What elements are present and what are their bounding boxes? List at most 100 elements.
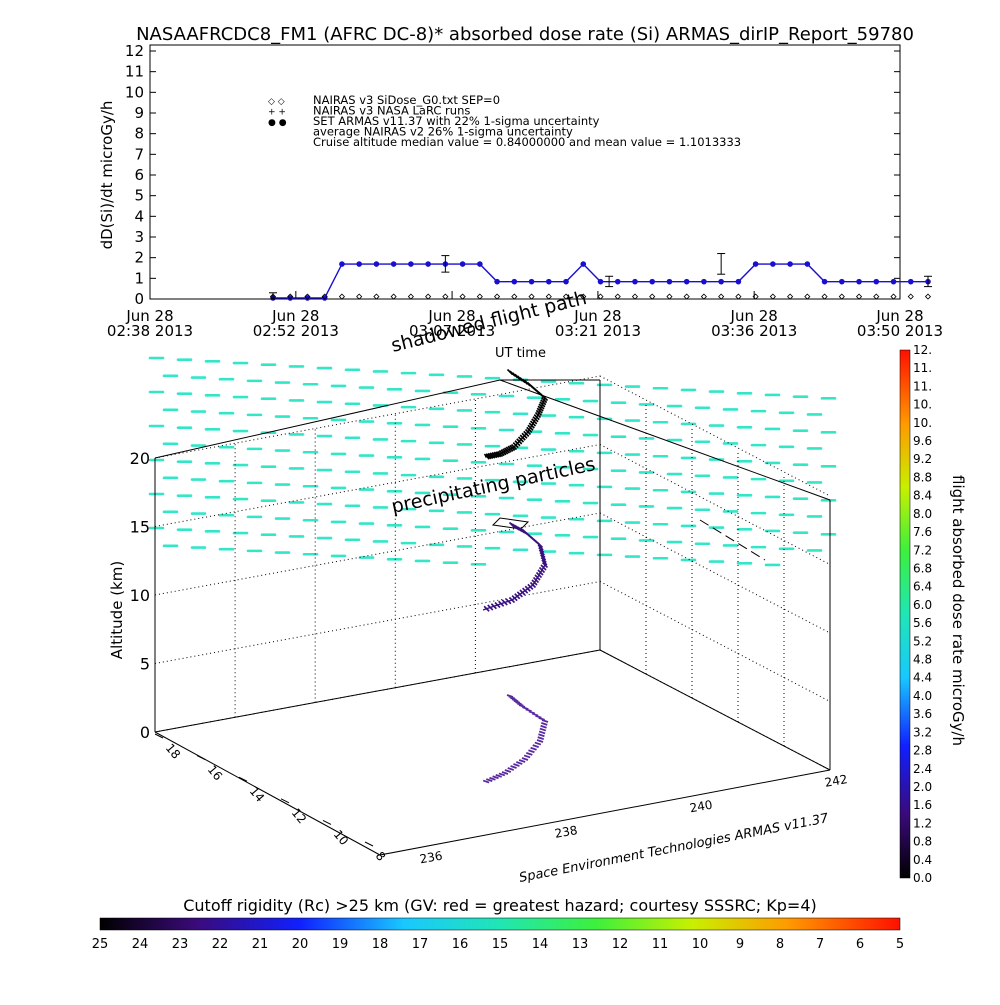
dose-colorbar-tick-label: 8.0 [913,507,932,521]
box-gridlines [154,375,831,771]
armas-point [701,278,707,285]
rigidity-tick-label: 14 [532,937,549,952]
rigidity-tick-label: 6 [856,937,864,952]
longitude-tick-label: 236 [419,849,444,867]
armas-point [856,278,862,285]
nairas-diamond [269,293,277,300]
rigidity-tick-label: 18 [372,937,389,952]
legend-text: NAIRAS v3 NASA LaRC runs [313,104,470,118]
dose-x-tick-label-time: 03:36 2013 [711,322,797,340]
rigidity-colorbar: Cutoff rigidity (Rc) >25 km (GV: red = g… [92,896,904,952]
nairas-diamond [580,293,587,300]
longitude-tick-label: 242 [824,772,849,790]
longitude-tick-label: 240 [689,798,714,816]
dose-colorbar-tick-label: 11. [913,379,932,393]
armas-point [770,261,776,267]
nairas-diamond [924,293,932,300]
armas-point [649,278,656,285]
legend-text: NAIRAS v3 SiDose_G0.txt SEP=0 [313,93,500,107]
altitude-tick-label: 0 [140,723,150,742]
dose-colorbar-tick-label: 6.8 [913,561,932,575]
rigidity-tick-label: 16 [452,937,469,952]
dose-colorbar-tick-label: 6.0 [913,598,932,612]
armas-point [907,278,914,285]
legend-text: SET ARMAS v11.37 with 22% 1-sigma uncert… [313,114,600,128]
chart-title: NASAAFRCDC8_FM1 (AFRC DC-8)* absorbed do… [136,24,914,45]
nairas-diamond [494,293,501,300]
nairas-diamond [528,293,535,300]
rigidity-colorbar-gradient [99,917,901,931]
annotation-ut-time: UT time [495,346,546,361]
dose-colorbar-tick-label: 9.2 [913,452,932,466]
armas-point [890,278,897,285]
dose-y-tick-label: 0 [134,290,144,308]
nairas-diamond [752,293,759,300]
dose-y-tick-label: 1 [134,269,144,287]
rigidity-tick-label: 11 [652,937,669,952]
nairas-diamond [407,293,414,300]
rigidity-tick-label: 10 [692,937,709,952]
rigidity-tick-label: 19 [332,937,349,952]
armas-point [580,261,587,267]
dose-legend: ◇ ◇ NAIRAS v3 SiDose_G0.txt SEP=0 + + NAIRA… [268,93,741,149]
nairas-diamond [873,293,880,300]
armas-point [425,261,431,267]
dose-x-tick-label-date: Jun 28 [730,307,778,325]
armas-point [735,278,742,285]
flight-path-mid-line [482,524,546,611]
legend-symbol: ◇ ◇ [268,97,285,107]
dose-colorbar-tick-label: 12. [913,343,932,357]
nairas-diamond [562,293,570,300]
rigidity-tick-label: 15 [492,937,509,952]
longitude-ticks: 236 238 240 242 [419,772,849,866]
dose-colorbar-tick-label: 2.8 [913,744,932,758]
armas-point [752,261,759,267]
armas-point [666,278,673,285]
dose-colorbar-tick-label: 5.2 [913,634,932,648]
nairas-diamond [700,293,707,300]
dose-x-tick-label-time: 03:07 2013 [409,322,495,340]
nairas-diamond [666,293,673,300]
armas-point [787,261,793,267]
nairas-diamond [425,293,432,300]
dose-series [269,253,932,301]
nairas-diamond [631,293,639,300]
armas-point [718,278,724,285]
nairas-diamond [476,293,483,300]
nairas-diamond [821,293,828,300]
dose-colorbar-tick-label: 8.4 [913,489,932,503]
dashed-marker-line [699,519,766,561]
dose-x-tick-label-date: Jun 28 [427,307,475,325]
precipitation-marker [491,517,530,530]
dose-x-tick-label-date: Jun 28 [125,307,173,325]
nairas-diamond [545,293,552,300]
rigidity-label: Cutoff rigidity (Rc) >25 km (GV: red = g… [183,896,817,915]
dose-colorbar-tick-label: 4.4 [913,671,932,685]
latitude-tick-label: 16 [205,763,226,784]
armas-point [545,278,552,285]
armas-point [390,261,397,267]
dose-y-tick-label: 5 [134,187,144,205]
dose-colorbar-tick-label: 2.4 [913,762,932,776]
armas-point [597,278,604,285]
dose-colorbar-tick-label: 2.0 [913,780,932,794]
rigidity-tick-label: 22 [212,937,229,952]
grid-line [599,581,831,702]
rigidity-tick-label: 5 [896,937,904,952]
dose-y-tick-label: 4 [134,207,144,225]
latitude-tick [322,819,332,825]
flight-path-shadow [482,694,549,784]
dose-colorbar-ticks: 0.0 0.4 0.8 1.2 1.6 2.0 2.4 2.8 3.2 3.6 4.0 4.4 4.8 5… [913,343,932,885]
dose-colorbar-tick-label: 1.2 [913,816,932,830]
latitude-tick-label: 18 [163,741,184,762]
latitude-tick-label: 12 [289,806,310,827]
rigidity-tick-label: 12 [612,937,629,952]
dose-colorbar-tick-label: 3.2 [913,725,932,739]
dose-colorbar-tick-label: 7.2 [913,543,932,557]
armas-point [804,261,811,267]
rigidity-tick-label: 9 [736,937,744,952]
latitude-tick [280,798,290,804]
